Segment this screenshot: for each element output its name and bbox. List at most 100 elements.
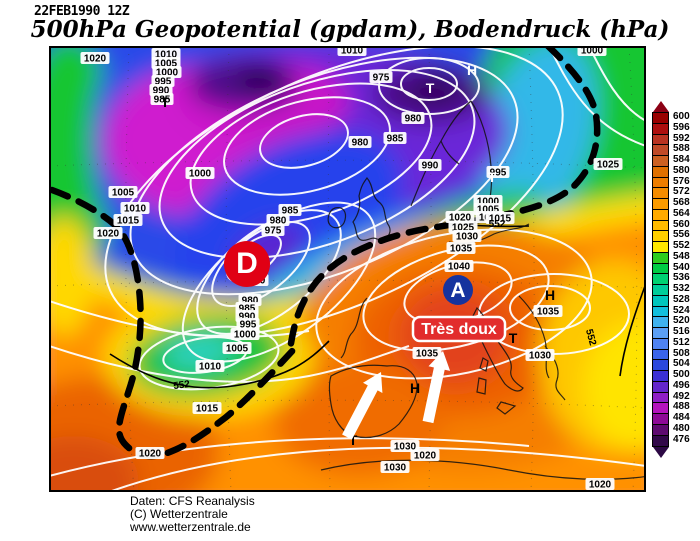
colorbar-tick-label: 576	[673, 175, 690, 187]
colorbar-cell	[653, 414, 668, 425]
pressure-label-box	[446, 242, 476, 254]
pressure-label: 1035	[450, 244, 473, 255]
pressure-label-box	[222, 342, 252, 354]
pressure-label: 990	[239, 312, 256, 323]
pressure-label: 1000	[581, 46, 604, 57]
pressure-label-box	[261, 224, 285, 236]
pressure-label-box	[390, 440, 420, 452]
anticyclone-letter: A	[450, 279, 465, 302]
pressure-label-box	[236, 318, 260, 330]
footer-url: www.wetterzentrale.de	[130, 520, 251, 534]
pressure-label: 1035	[537, 307, 560, 318]
pressure-label: 1035	[416, 349, 439, 360]
colorbar-cell	[653, 134, 668, 146]
pressure-label-box	[525, 349, 555, 361]
pressure-label-box	[452, 230, 482, 242]
contour-552-label: 552	[583, 328, 598, 347]
colorbar-top-arrow	[652, 101, 669, 112]
pressure-label-box	[120, 202, 150, 214]
anticyclone-symbol: A	[443, 275, 473, 305]
pressure-label: 1010	[199, 362, 222, 373]
pressure-label-box	[192, 402, 222, 414]
colorbar-cell	[653, 113, 668, 124]
colorbar-tick-label: 484	[673, 412, 690, 423]
colorbar-tick-label: 556	[673, 229, 690, 241]
pressure-label-box	[410, 449, 440, 461]
colorbar-cell	[653, 403, 668, 414]
pressure-label: 1020	[414, 451, 437, 462]
colorbar-tick-label: 536	[673, 272, 690, 284]
pressure-label-box	[150, 93, 174, 105]
pressure-label: 1010	[341, 46, 364, 57]
pressure-center-letter: T	[509, 330, 518, 346]
colorbar-cell	[653, 252, 668, 264]
pressure-label-box	[485, 212, 515, 224]
pressure-label-box	[369, 71, 393, 83]
colorbar-cell	[653, 166, 668, 178]
footer-copyright: (C) Wetterzentrale	[130, 507, 228, 521]
colorbar-cell	[653, 263, 668, 275]
colorbar-cell	[653, 392, 668, 404]
geopotential-colorbar: 600 596 592 588 584 580 576 572 568 564 560 556 552 5…	[652, 101, 690, 459]
map-border	[49, 46, 646, 492]
colorbar-cell	[653, 328, 668, 339]
colorbar-cell	[653, 220, 668, 232]
colorbar-tick-label: 476	[673, 433, 690, 445]
pressure-label: 980	[270, 216, 287, 227]
colorbar-cell	[653, 242, 668, 253]
colorbar-cell	[653, 371, 668, 382]
colorbar-cell	[653, 285, 668, 296]
pressure-center-letter: T	[349, 432, 358, 448]
colorbar-tick-label: 592	[673, 132, 690, 144]
contour-552-labels: 552 552 552	[173, 219, 598, 392]
colorbar-cell	[653, 156, 668, 167]
pressure-label: 995	[155, 77, 172, 88]
pressure-label-box	[135, 447, 165, 459]
pressure-label: 1020	[589, 480, 612, 491]
pressure-label: 980	[405, 114, 422, 125]
pressure-label: 995	[240, 320, 257, 331]
colorbar-cell	[653, 424, 668, 436]
pressure-labels: 1020 101010051000995990985101097598098598…	[80, 46, 623, 491]
colorbar-cell	[653, 145, 668, 156]
cyclone-letter: D	[236, 247, 258, 280]
colorbar-tick-label: 500	[673, 369, 690, 380]
colorbar-labels: 600 596 592 588 584 580 576 572 568 564 560 556 552 5…	[673, 101, 690, 458]
colorbar-tick-label: 552	[673, 240, 690, 251]
colorbar-cell	[653, 199, 668, 210]
pressure-label: 985	[387, 134, 404, 145]
pressure-label: 1025	[597, 160, 620, 171]
pressure-label: 985	[154, 95, 171, 106]
pressure-label: 1030	[384, 463, 407, 474]
colorbar-cell	[653, 209, 668, 221]
pressure-label: 1000	[234, 330, 257, 341]
pressure-label-box	[195, 360, 225, 372]
pressure-label: 1005	[477, 205, 500, 216]
colorbar-column	[652, 101, 669, 459]
pressure-label: 975	[373, 73, 390, 84]
colorbar-tick-label: 512	[673, 336, 690, 348]
arrow-left	[342, 372, 383, 440]
pressure-label: 1000	[189, 169, 212, 180]
pressure-label-box	[383, 132, 407, 144]
datetime-label: 22FEB1990 12Z	[34, 4, 130, 19]
colorbar-cell	[653, 306, 668, 318]
colorbar-tick-label: 572	[673, 186, 690, 198]
pressure-label-box	[337, 46, 367, 56]
pressure-label: 995	[490, 168, 507, 179]
pressure-label-box	[585, 478, 615, 490]
pressure-label: 1005	[112, 188, 135, 199]
colorbar-tick-label: 596	[673, 121, 690, 133]
pressure-label: 1030	[529, 351, 552, 362]
pressure-label: 1000	[156, 68, 179, 79]
pressure-label-box	[348, 136, 372, 148]
pressure-label: 1020	[84, 54, 107, 65]
pressure-center-letter: H	[410, 380, 420, 396]
pressure-label-box	[108, 186, 138, 198]
colorbar-cell	[653, 360, 668, 371]
pressure-label-box	[444, 260, 474, 272]
colorbar-tick-label: 520	[673, 315, 690, 327]
pressure-label: 1010	[155, 50, 178, 61]
pressure-label-box	[278, 204, 302, 216]
